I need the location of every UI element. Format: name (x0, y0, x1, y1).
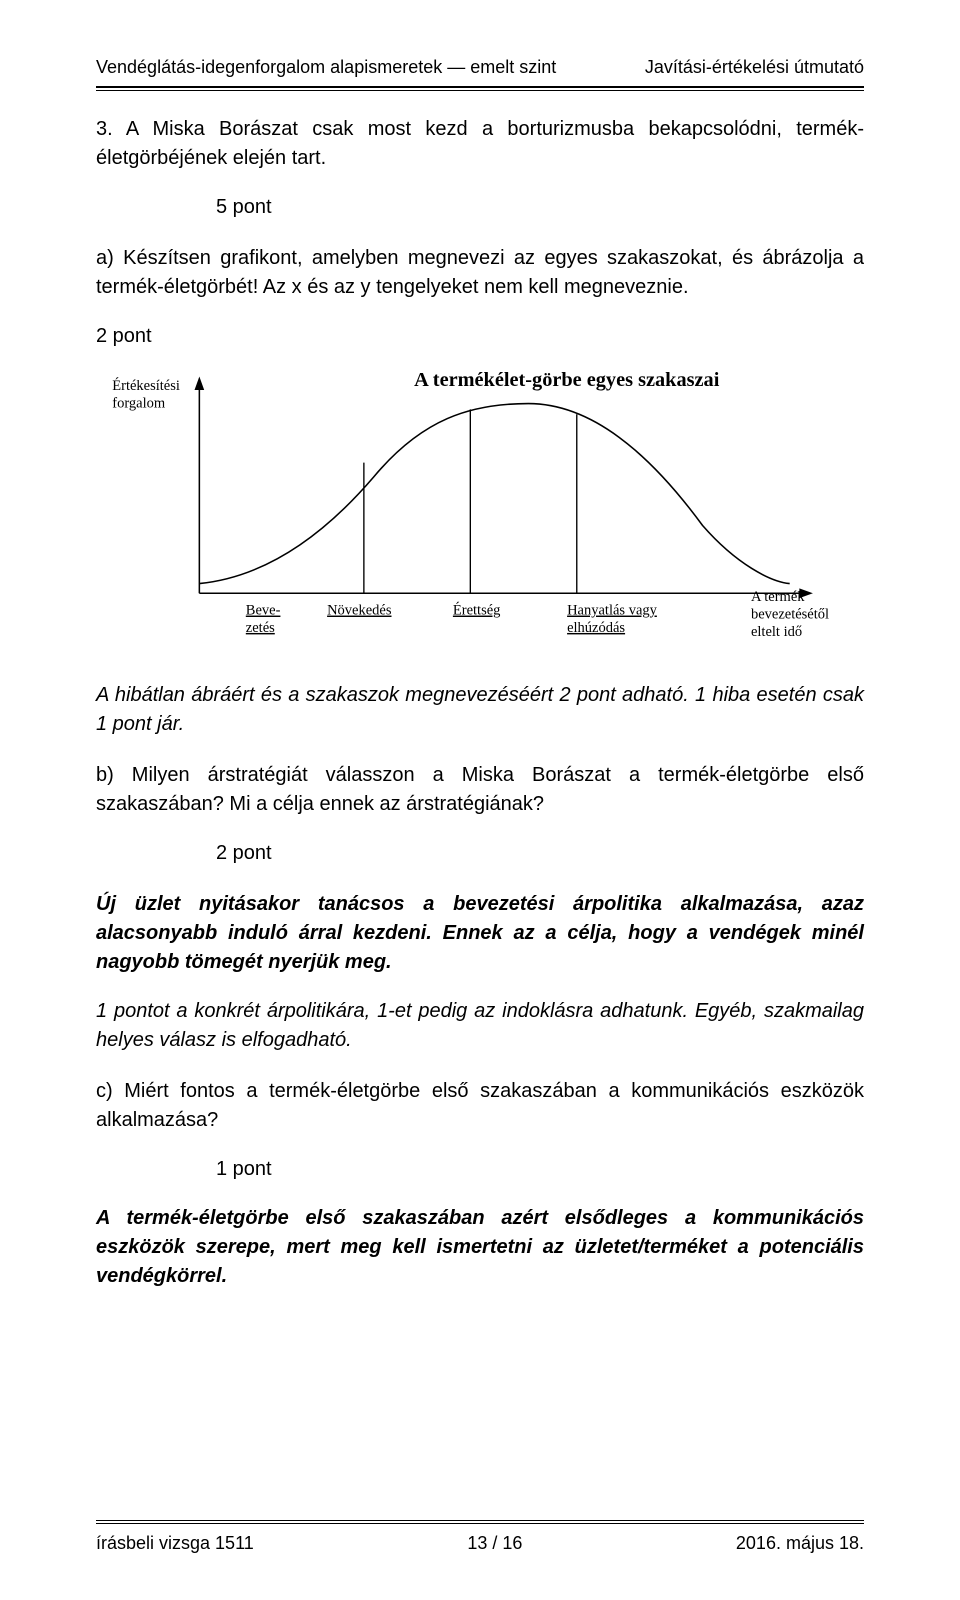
chart-xright-3: eltelt idő (751, 624, 802, 640)
chart-ylabel-2: forgalom (112, 396, 166, 412)
question-3c-points: 1 pont (216, 1155, 864, 1184)
chart-xright-2: bevezetésétől (751, 607, 829, 623)
chart-title: A termékélet-görbe egyes szakaszai (414, 369, 720, 391)
header-rule-bottom (96, 90, 864, 91)
question-3c-text: c) Miért fontos a termék-életgörbe első … (96, 1077, 864, 1135)
chart-curve (199, 404, 789, 584)
header-left: Vendéglátás-idegenforgalom alapismeretek… (96, 54, 556, 80)
footer-right: 2016. május 18. (736, 1530, 864, 1556)
question-3a-text: a) Készítsen grafikont, amelyben megneve… (96, 244, 864, 302)
footer-left: írásbeli vizsga 1511 (96, 1530, 254, 1556)
chart-xright-1: A termék (751, 589, 805, 605)
question-3c-answer: A termék-életgörbe első szakaszában azér… (96, 1204, 864, 1291)
chart-y-arrow (195, 377, 205, 391)
header-right: Javítási-értékelési útmutató (645, 54, 864, 80)
chart-xlabel-erettseg: Érettség (453, 602, 501, 619)
question-3a-points: 2 pont (96, 322, 864, 351)
question-3b-scoring-note: 1 pontot a konkrét árpolitikára, 1-et pe… (96, 997, 864, 1055)
question-3-intro: 3. A Miska Borászat csak most kezd a bor… (96, 115, 864, 173)
header-rule-top (96, 86, 864, 88)
footer-center: 13 / 16 (467, 1530, 522, 1556)
question-3-points: 5 pont (216, 193, 864, 222)
chart-xlabel-beve1: Beve- (246, 603, 281, 619)
chart-xlabel-beve2: zetés (246, 620, 275, 636)
page-footer: írásbeli vizsga 1511 13 / 16 2016. május… (96, 1520, 864, 1556)
chart-ylabel-1: Értékesítési (112, 377, 180, 394)
question-3a-scoring-note: A hibátlan ábráért és a szakaszok megnev… (96, 681, 864, 739)
question-3b-answer: Új üzlet nyitásakor tanácsos a bevezetés… (96, 890, 864, 977)
chart-xlabel-hanyat2: elhúzódás (567, 620, 625, 636)
chart-xlabel-novekedes: Növekedés (327, 603, 392, 619)
lifecycle-chart-svg: A termékélet-görbe egyes szakaszai Érték… (111, 361, 849, 661)
lifecycle-chart: A termékélet-görbe egyes szakaszai Érték… (111, 361, 849, 661)
chart-xlabel-hanyat1: Hanyatlás vagy (567, 603, 658, 619)
question-3b-points: 2 pont (216, 839, 864, 868)
question-3b-text: b) Milyen árstratégiát válasszon a Miska… (96, 761, 864, 819)
